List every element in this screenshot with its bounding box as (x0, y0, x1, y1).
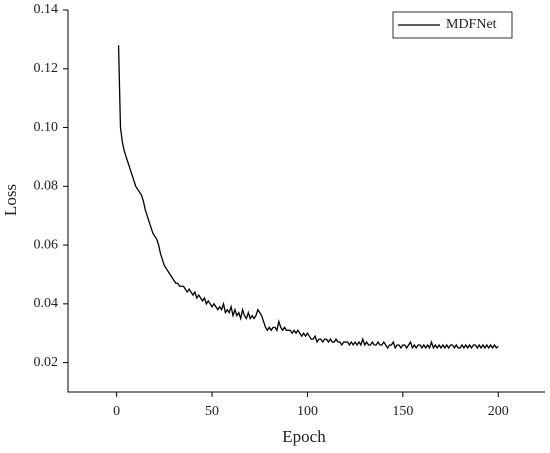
x-axis-label: Epoch (282, 427, 326, 446)
y-tick-label: 0.02 (34, 355, 59, 370)
y-tick-label: 0.14 (34, 2, 59, 17)
y-axis-label: Loss (1, 184, 20, 216)
axes (67, 10, 545, 393)
x-tick-label: 200 (488, 404, 509, 419)
series-line (117, 45, 499, 350)
x-tick-label: 150 (392, 404, 413, 419)
y-tick-label: 0.04 (34, 296, 59, 311)
x-tick-label: 50 (205, 404, 219, 419)
y-tick-label: 0.06 (34, 237, 59, 252)
legend-label: MDFNet (446, 17, 497, 32)
y-tick-label: 0.08 (34, 179, 59, 194)
x-tick-label: 0 (113, 404, 120, 419)
y-tick-label: 0.10 (34, 120, 59, 135)
x-tick-label: 100 (297, 404, 318, 419)
y-tick-label: 0.12 (34, 61, 59, 76)
